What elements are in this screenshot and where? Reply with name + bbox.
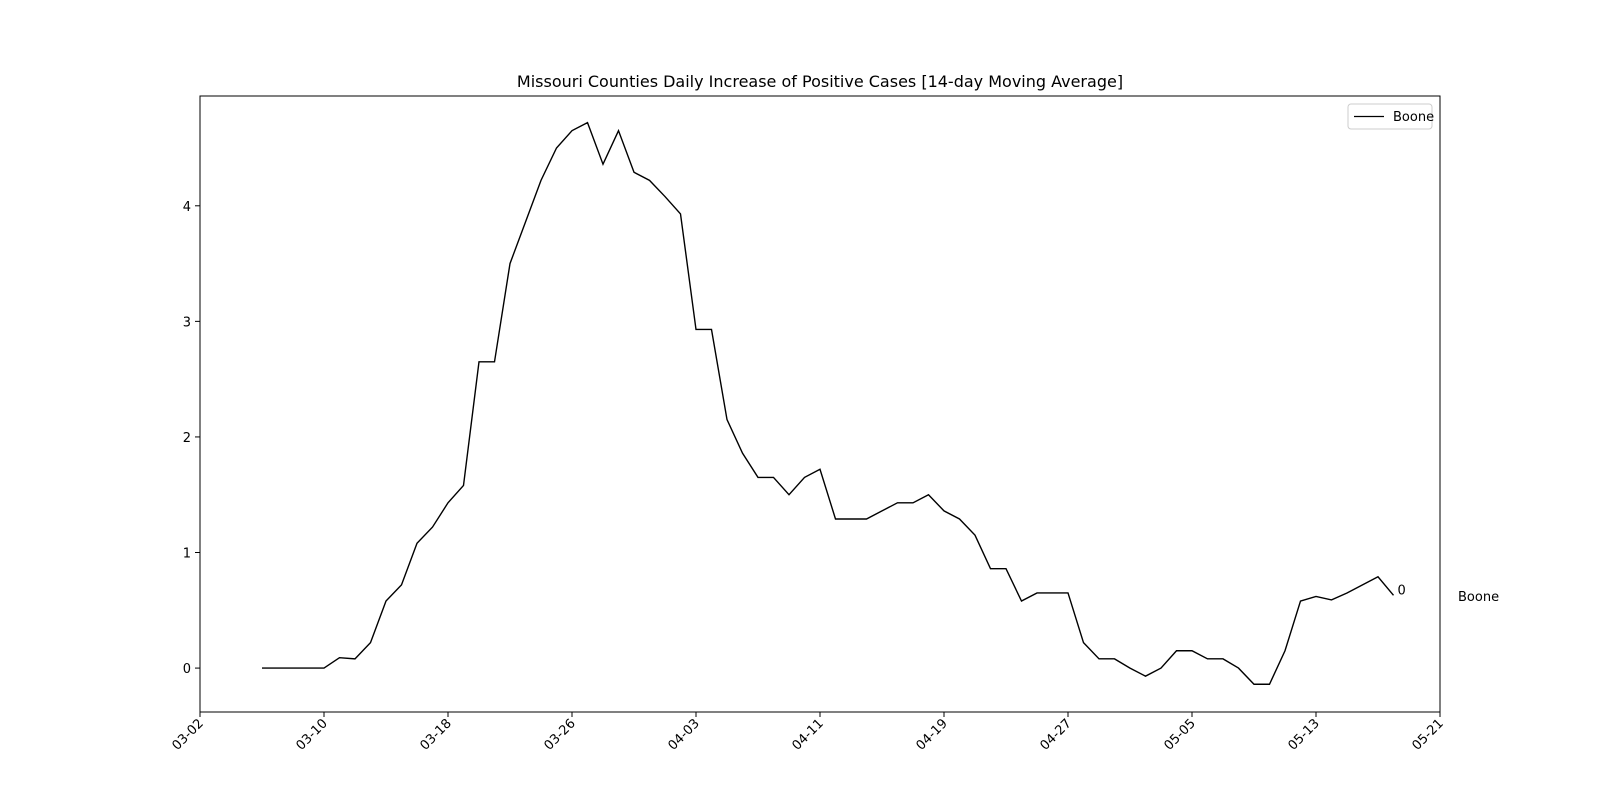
end-value-annotation: 0 xyxy=(1398,584,1406,599)
series-line-boone xyxy=(262,121,1395,685)
y-axis: 0 1 2 3 4 xyxy=(183,200,200,677)
plot-area-border xyxy=(199,95,1441,713)
chart-title: Missouri Counties Daily Increase of Posi… xyxy=(517,72,1123,91)
x-tick-label: 04-27 xyxy=(1038,716,1075,753)
x-tick-label: 04-19 xyxy=(914,716,951,753)
x-tick-label: 03-18 xyxy=(418,716,455,753)
x-tick-label: 03-02 xyxy=(170,716,207,753)
legend: Boone xyxy=(1347,103,1434,130)
y-tick-label: 4 xyxy=(183,200,191,215)
plot-frame xyxy=(199,95,1441,713)
x-tick-label: 04-03 xyxy=(666,716,703,753)
legend-label: Boone xyxy=(1393,110,1434,125)
y-tick-label: 3 xyxy=(183,315,191,330)
series-name-annotation: Boone xyxy=(1458,590,1499,605)
y-tick-label: 0 xyxy=(183,662,191,677)
x-tick-label: 05-21 xyxy=(1410,716,1447,753)
legend-box xyxy=(1347,103,1433,130)
series-layer xyxy=(262,121,1395,685)
x-tick-label: 03-10 xyxy=(294,716,331,753)
x-tick-label: 04-11 xyxy=(790,716,827,753)
y-tick-label: 2 xyxy=(183,431,191,446)
x-axis: 03-02 03-10 03-18 03-26 04-03 04-11 04-19 04-27… xyxy=(170,712,1447,754)
y-tick-label: 1 xyxy=(183,547,191,562)
x-tick-label: 03-26 xyxy=(542,716,579,753)
x-tick-label: 05-05 xyxy=(1162,716,1199,753)
x-tick-label: 05-13 xyxy=(1286,716,1323,753)
